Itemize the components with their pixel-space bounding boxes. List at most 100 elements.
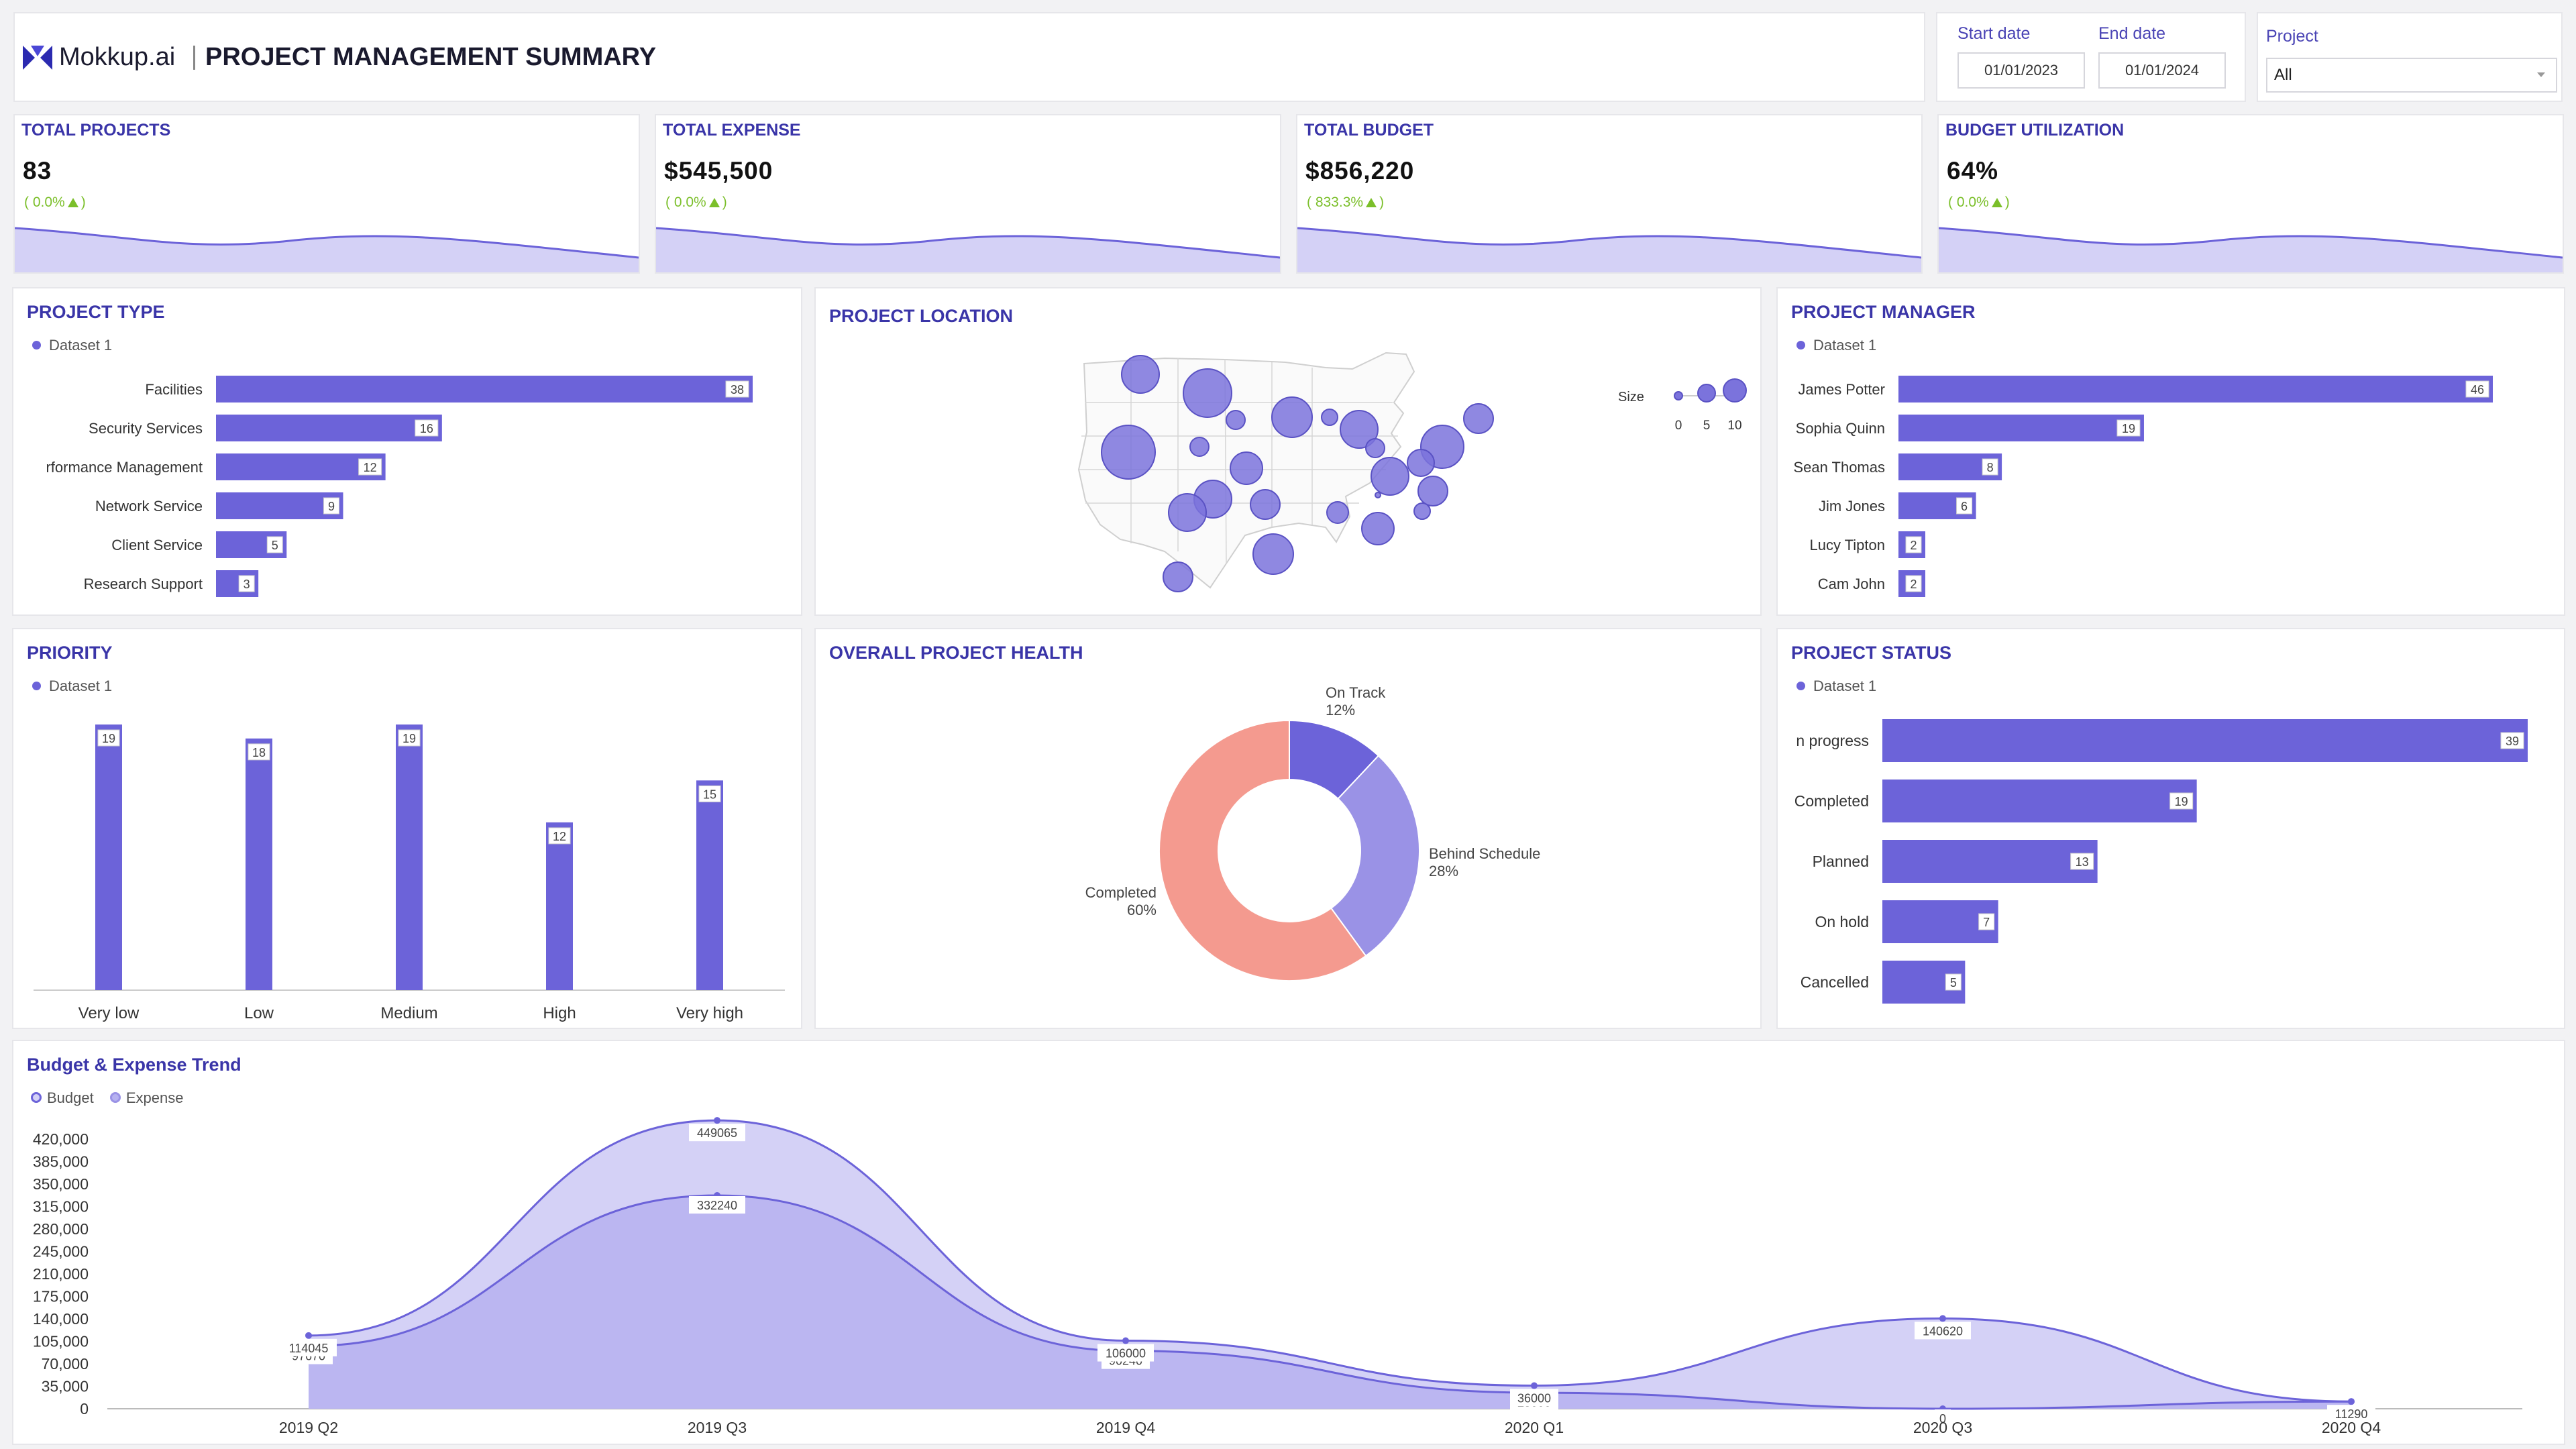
bar-category-label: Cam John [1818,576,1885,592]
bar-value-label: 5 [272,539,278,552]
bar[interactable] [216,376,753,402]
bar-category-label: On hold [1815,913,1869,930]
x-tick-label: 2019 Q4 [1096,1419,1155,1436]
bar-category-label: Lucy Tipton [1809,537,1885,553]
kpi-sparkline [656,227,1280,272]
bar[interactable] [95,724,122,990]
bar-value-badge [238,575,255,592]
chart-legend: Dataset 1 [32,337,112,354]
size-legend-tick: 10 [1727,419,1741,433]
project-filter-label: Project [2266,27,2318,46]
bar-category-label: Cancelled [1801,973,1869,991]
kpi-total-expense: TOTAL EXPENSE $545,500 ( 0.0%) [655,114,1281,274]
bar[interactable] [216,492,343,519]
bar-value-badge [1945,973,1962,991]
x-tick-label: 2020 Q3 [1913,1419,1972,1436]
card-title: PROJECT LOCATION [829,306,1014,326]
budget-point[interactable] [1939,1315,1946,1322]
bar[interactable] [1898,415,2144,441]
bar[interactable] [1882,719,2528,762]
bar[interactable] [216,453,386,480]
bar-value-badge [1905,575,1922,592]
header-bar: Mokkup.ai PROJECT MANAGEMENT SUMMARY [13,12,1925,102]
donut-slice[interactable] [1159,719,1367,981]
slice-pct-label: 28% [1429,863,1458,879]
legend-dot [32,341,41,350]
project-manager-card: PROJECT MANAGER Dataset 1 James Potter 46… [1776,287,2565,616]
expense-point[interactable] [2348,1398,2355,1405]
trend-legend: Budget Expense [31,1089,183,1107]
project-filter-card: Project All [2257,12,2563,102]
up-triangle-icon [1366,198,1377,207]
bar-value-label: 8 [1987,461,1994,474]
project-type-chart: Facilities 38 Security Services 16 rformance… [46,376,753,597]
project-select[interactable]: All [2266,58,2557,93]
slice-pct-label: 12% [1326,702,1355,718]
card-title: PROJECT STATUS [1791,643,1952,663]
y-tick-label: 175,000 [33,1288,89,1305]
us-bubble-map: Size 0 5 10 [1077,352,1747,592]
size-legend-tick: 0 [1675,419,1682,433]
bar[interactable] [546,822,573,990]
bar-value-label: 19 [2175,795,2188,808]
slice-name-label: Completed [1085,884,1157,901]
y-tick-label: 210,000 [33,1265,89,1283]
budget-point[interactable] [305,1332,312,1339]
bar[interactable] [1898,376,2493,402]
bar-category-label: High [543,1004,576,1022]
y-tick-label: 385,000 [33,1153,89,1171]
bar[interactable] [246,738,272,990]
bar-category-label: Jim Jones [1819,498,1885,515]
budget-point[interactable] [1531,1382,1538,1389]
expense-value-label: 332240 [697,1199,737,1212]
bar[interactable] [696,780,723,990]
bar-value-label: 16 [420,422,433,435]
start-date-input[interactable]: 01/01/2023 [1957,52,2085,89]
donut-slice[interactable] [1330,755,1420,957]
budget-value-label: 106000 [1106,1347,1146,1360]
bar-value-label: 39 [2506,735,2519,748]
project-location-card: PROJECT LOCATION Size 0 5 10 [814,287,1762,616]
budget-value-label-badge [1510,1389,1558,1407]
budget-value-label: 11290 [2335,1407,2368,1421]
bar[interactable] [396,724,423,990]
budget-value-label: 449065 [697,1126,737,1140]
kpi-title: TOTAL BUDGET [1304,121,1434,140]
map-bubbles [1101,355,1494,592]
legend-dot [32,682,41,690]
bar-category-label: Security Services [89,420,203,437]
budget-value-label-badge [280,1338,337,1356]
bar-value-badge [698,785,721,802]
bar-category-label: rformance Management [46,459,203,476]
budget-expense-area-chart: 420,000 385,000 350,000 315,000 280,000 245,0… [33,1117,2522,1436]
project-type-card: PROJECT TYPE Dataset 1 Facilities 38 Secur… [12,287,802,616]
y-tick-label: 140,000 [33,1310,89,1328]
x-tick-label: 2019 Q2 [279,1419,338,1436]
budget-value-label: 36000 [1517,1392,1551,1405]
legend-expense-label: Expense [125,1089,184,1106]
project-manager-chart: James Potter 46 Sophia Quinn 19 Sean Thomas 8… [1793,376,2493,597]
size-legend-bubble [1697,384,1716,402]
bar[interactable] [1882,780,2197,822]
bar-value-badge [323,497,339,515]
bar-value-badge [2070,853,2094,870]
budget-value-label: 114045 [289,1342,329,1355]
bar-category-label: Completed [1794,792,1869,810]
chart-legend: Dataset 1 [32,678,112,695]
project-health-card: OVERALL PROJECT HEALTH On Track 12% Behind… [814,628,1762,1029]
page-title: PROJECT MANAGEMENT SUMMARY [205,43,657,71]
y-tick-label: 0 [80,1400,89,1417]
budget-value-label-badge [2327,1405,2375,1423]
bar[interactable] [1882,840,2098,883]
end-date-input[interactable]: 01/01/2024 [2098,52,2226,89]
bar-value-badge [1905,536,1922,553]
budget-point[interactable] [714,1117,720,1124]
bar-value-label: 13 [2076,855,2089,869]
bar-value-badge [97,729,120,747]
priority-card: PRIORITY Dataset 1 19 Very low 18 Low 19 Medi… [12,628,802,1029]
budget-point[interactable] [1122,1337,1129,1344]
end-date-label: End date [2098,24,2166,43]
expense-area [309,1195,2351,1409]
bar[interactable] [216,415,442,441]
bar-value-badge [725,380,749,398]
